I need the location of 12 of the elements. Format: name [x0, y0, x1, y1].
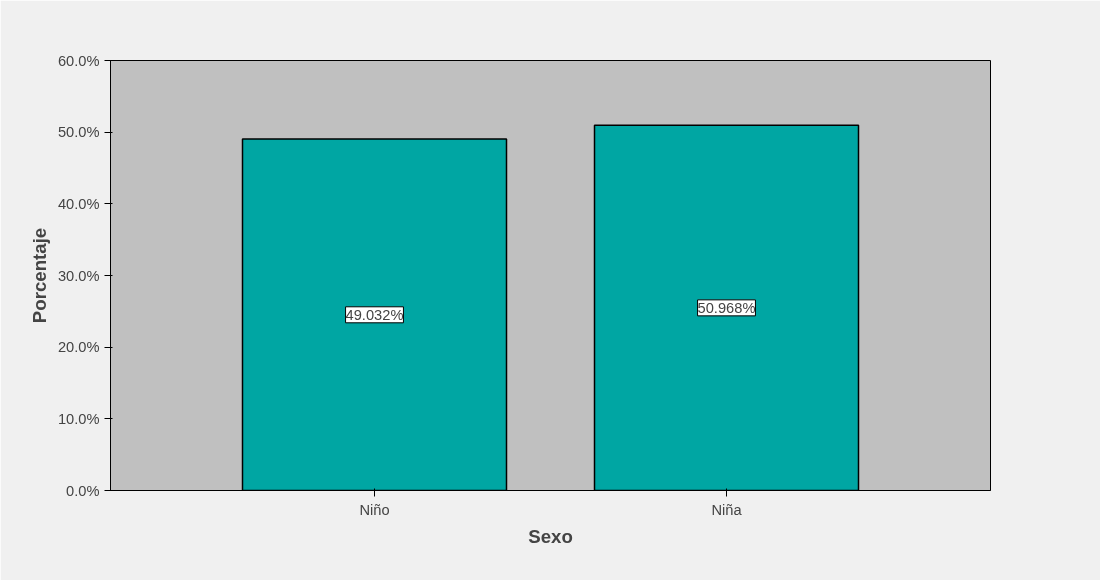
y-tick-label: 60.0% — [57, 52, 100, 69]
x-axis-title: Sexo — [528, 525, 573, 547]
y-tick-label: 20.0% — [57, 339, 100, 356]
y-tick-label: 0.0% — [66, 482, 100, 499]
y-axis-title: Porcentaje — [28, 227, 50, 324]
y-tick-label: 10.0% — [57, 410, 100, 427]
y-tick-label: 40.0% — [57, 195, 100, 212]
data-label: 50.968% — [697, 299, 756, 316]
y-tick-label: 50.0% — [57, 124, 100, 141]
x-tick-label: Niña — [711, 501, 743, 518]
y-tick-label: 30.0% — [57, 267, 100, 284]
x-tick-label: Niño — [359, 501, 390, 518]
